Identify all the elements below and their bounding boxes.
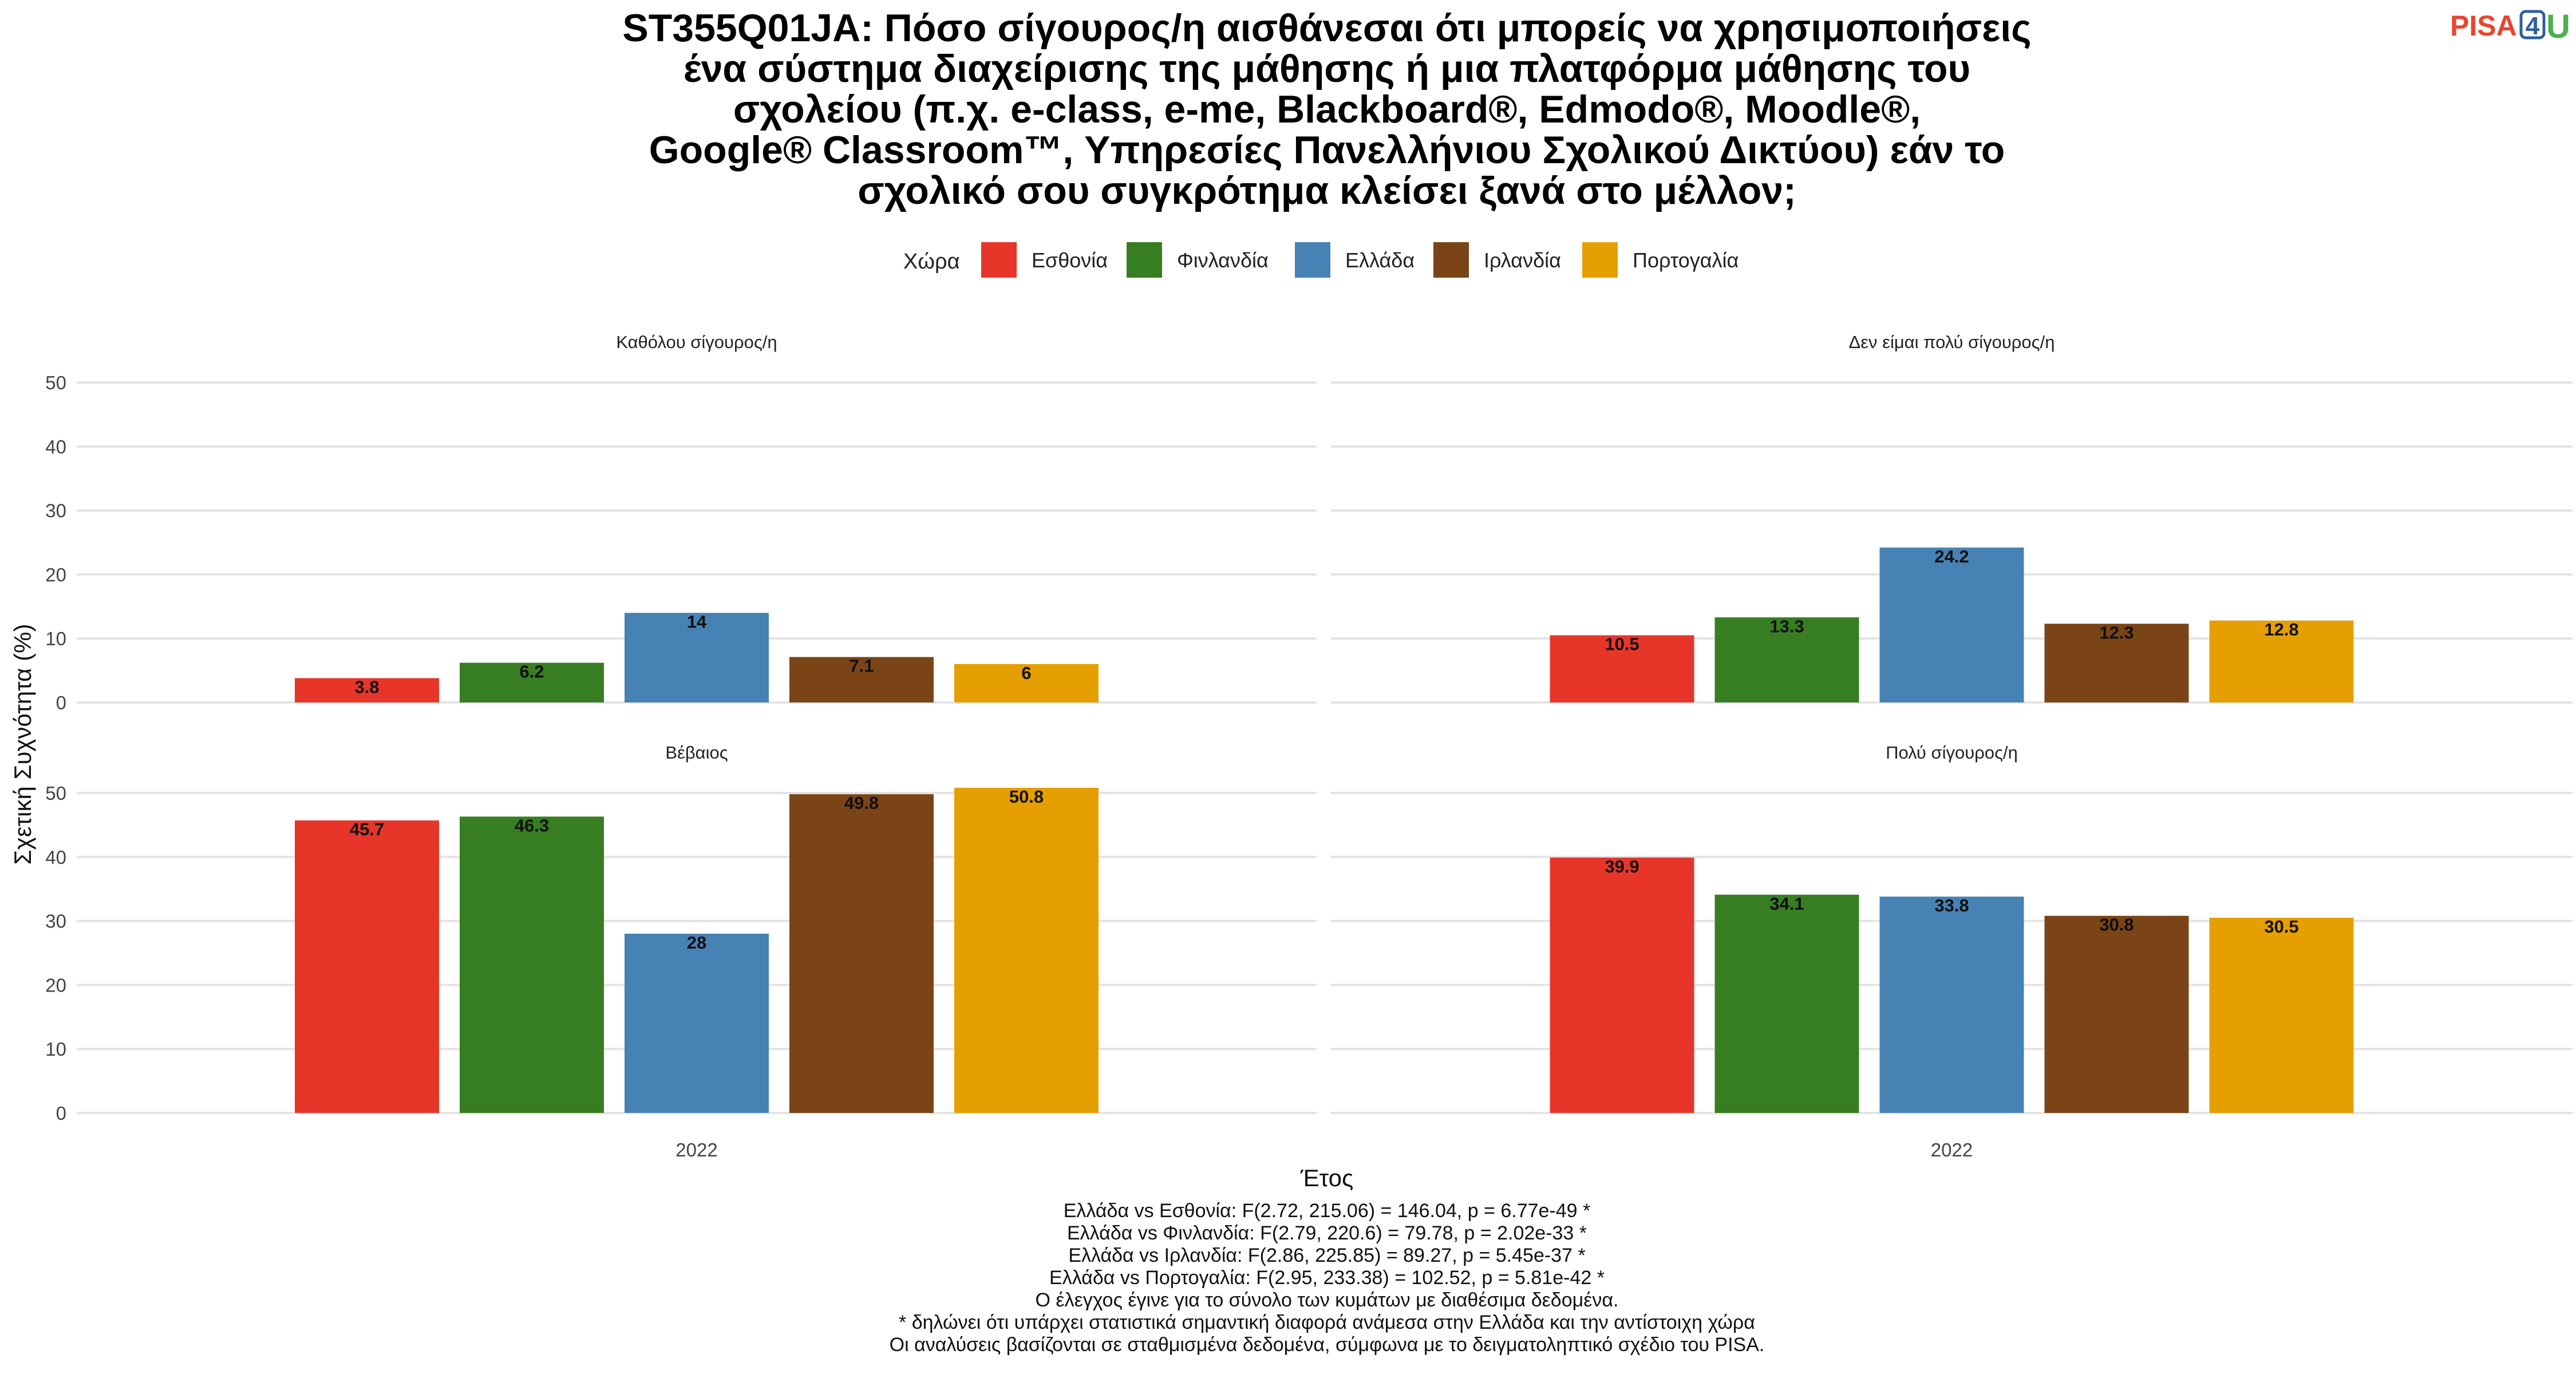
legend-swatch [1295,242,1330,278]
logo-box [2519,10,2546,40]
bar-value-label: 45.7 [350,819,384,839]
y-tick-label: 50 [45,372,66,393]
footnote-line: Ελλάδα vs Ιρλανδία: F(2.86, 225.85) = 89… [1068,1245,1585,1266]
bar [1550,857,1694,1113]
footnotes: Ελλάδα vs Εσθονία: F(2.72, 215.06) = 146… [890,1200,1765,1356]
panel-title: Πολύ σίγουρος/η [1886,743,2018,763]
bar [295,820,439,1113]
bar [2209,918,2354,1113]
title-line: ST355Q01JA: Πόσο σίγουρος/η αισθάνεσαι ό… [622,6,2031,50]
legend-swatch [1582,242,1618,278]
legend-label: Φινλανδία [1177,248,1269,272]
footnote-line: Ελλάδα vs Εσθονία: F(2.72, 215.06) = 146… [1064,1200,1591,1222]
bar-value-label: 7.1 [849,656,874,676]
bar-value-label: 14 [687,611,707,631]
bar-value-label: 12.3 [2099,622,2134,642]
y-tick-label: 20 [45,564,66,585]
x-tick-label: 2022 [675,1139,717,1160]
bar [789,794,934,1113]
y-tick-label: 20 [45,974,66,996]
legend-label: Εσθονία [1032,248,1108,272]
legend-label: Ιρλανδία [1484,248,1561,272]
bar [2044,623,2189,702]
y-tick-label: 30 [45,500,66,522]
footnote-line: Ελλάδα vs Πορτογαλία: F(2.95, 233.38) = … [1049,1267,1605,1289]
title-line: Google® Classroom™, Υπηρεσίες Πανελλήνιο… [649,128,2005,172]
legend-title: Χώρα [903,250,960,274]
bar-value-label: 28 [687,933,706,953]
logo-four: 4 [2526,12,2540,40]
bar [1550,635,1694,702]
bar-value-label: 49.8 [844,793,879,813]
bar [460,816,604,1113]
bar-value-label: 24.2 [1934,546,1969,566]
bar [789,657,934,702]
bar-value-label: 30.5 [2264,917,2298,937]
bar-value-label: 6 [1021,663,1031,683]
bar [295,678,439,702]
bar-value-label: 13.3 [1769,616,1804,636]
footnote-line: * δηλώνει ότι υπάρχει στατιστικά σημαντι… [899,1312,1755,1333]
chart-title: ST355Q01JA: Πόσο σίγουρος/η αισθάνεσαι ό… [622,6,2031,212]
bar-value-label: 33.8 [1934,895,1969,915]
footnote-line: Ελλάδα vs Φινλανδία: F(2.79, 220.6) = 79… [1067,1222,1587,1244]
panel-title: Βέβαιος [665,743,728,763]
bar-value-label: 12.8 [2264,619,2298,639]
x-tick-label: 2022 [1931,1139,1973,1160]
panel-title: Δεν είμαι πολύ σίγουρος/η [1849,332,2055,352]
bar [1714,617,1859,702]
y-tick-label: 10 [45,628,66,649]
footnote-line: Ο έλεγχος έγινε για το σύνολο των κυμάτω… [1036,1289,1619,1311]
footnote-line: Οι αναλύσεις βασίζονται σε σταθμισμένα δ… [890,1334,1765,1356]
bar-value-label: 30.8 [2099,915,2134,935]
title-line: σχολικό σου συγκρότημα κλείσει ξανά στο … [858,169,1796,212]
bar [1879,897,2024,1113]
y-tick-label: 0 [56,1103,66,1124]
bar-value-label: 3.8 [354,677,379,697]
title-line: ένα σύστημα διαχείρισης της μάθησης ή μι… [683,47,1970,90]
bar [460,662,604,702]
bar [625,613,769,702]
x-axis-title: Έτος [1300,1164,1354,1191]
panel-title: Καθόλου σίγουρος/η [616,332,777,352]
logo: PISA 4 U [2450,8,2570,45]
title-line: σχολείου (π.χ. e-class, e-me, Blackboard… [733,88,1921,131]
bar [1879,547,2024,702]
y-tick-label: 50 [45,783,66,804]
bar [954,664,1099,702]
bar [1714,894,1859,1113]
bar-value-label: 46.3 [515,815,549,835]
legend-label: Ελλάδα [1345,248,1415,272]
bar-value-label: 39.9 [1605,856,1639,876]
legend-swatch [1433,242,1469,278]
legend: Χώρα Εσθονία Φινλανδία Ελλάδα Ιρλανδία Πορτογ… [903,242,1739,278]
y-tick-label: 10 [45,1039,66,1060]
y-tick-label: 30 [45,911,66,932]
y-tick-label: 40 [45,436,66,457]
bar [2209,620,2354,702]
legend-swatch [1127,242,1162,278]
bar-value-label: 6.2 [519,662,544,682]
bar [2044,915,2189,1113]
y-axis-title: Σχετική Συχνότητα (%) [9,624,36,865]
bar [625,933,769,1113]
bar-value-label: 34.1 [1769,894,1804,914]
logo-pisa: PISA [2450,10,2517,42]
bar-value-label: 10.5 [1605,634,1639,654]
legend-swatch [981,242,1017,278]
logo-u: U [2546,8,2570,45]
axis-titles: Έτος Σχετική Συχνότητα (%) [9,624,1353,1191]
bar-value-label: 50.8 [1009,787,1044,807]
y-tick-label: 0 [56,692,66,713]
bar [954,788,1099,1113]
facet-panels: Καθόλου σίγουρος/η 0 10 20 30 40 50 3.8 6.2 14 7.1… [45,332,2573,1160]
legend-label: Πορτογαλία [1633,248,1739,272]
y-tick-label: 40 [45,847,66,868]
